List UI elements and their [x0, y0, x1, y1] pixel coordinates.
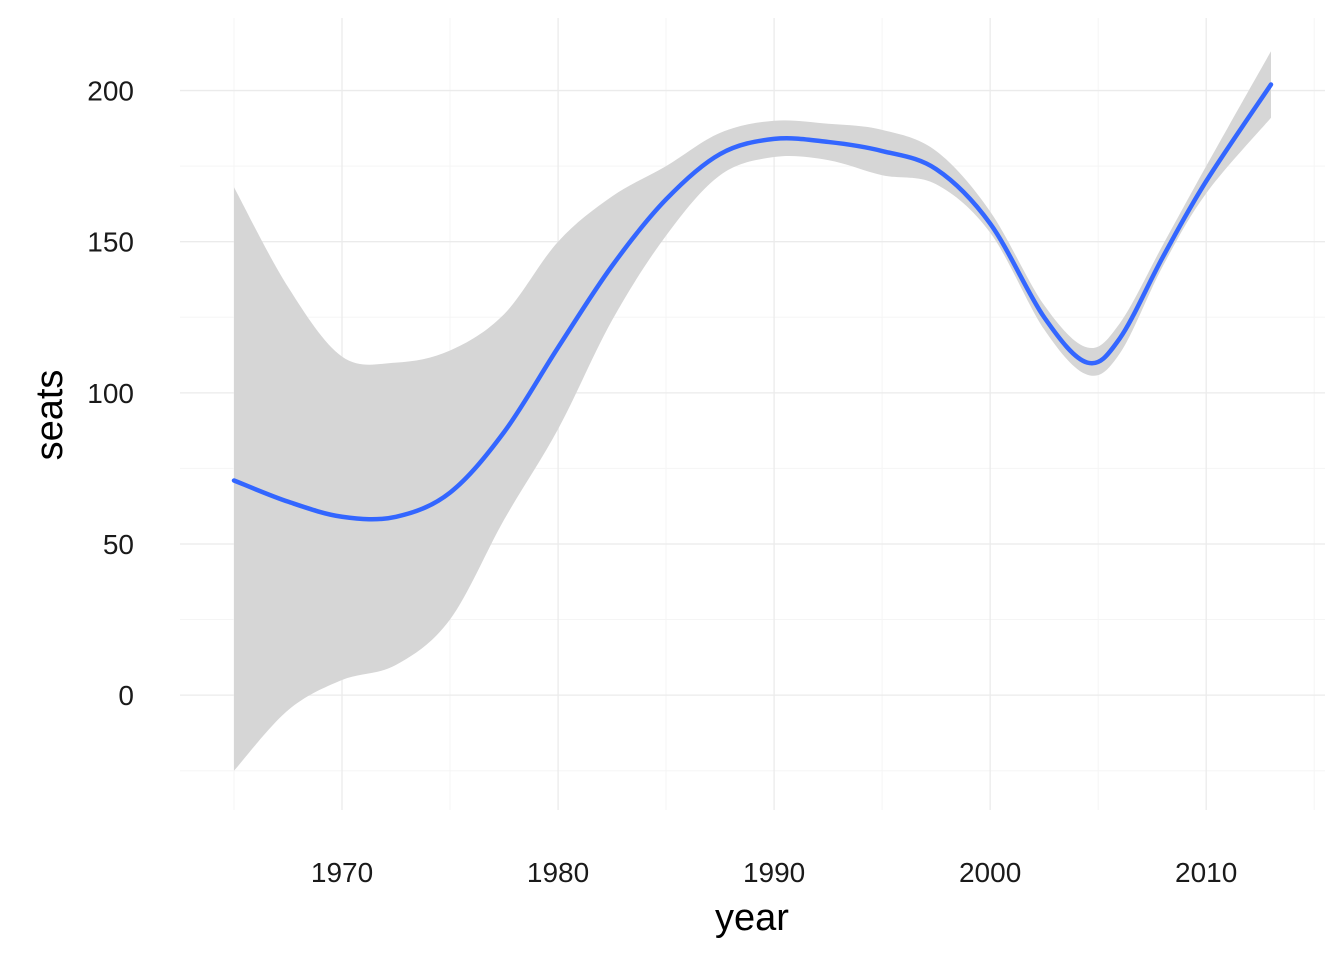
x-axis-title: year — [715, 897, 789, 939]
y-axis-title: seats — [29, 370, 71, 461]
y-tick-label: 50 — [103, 529, 134, 560]
x-axis-tick-labels: 1970 1980 1990 2000 2010 — [311, 857, 1237, 888]
smooth-line — [231, 82, 1274, 522]
y-axis-tick-labels: 0 50 100 150 200 — [87, 76, 134, 712]
x-tick-label: 2010 — [1175, 857, 1237, 888]
x-tick-label: 1990 — [743, 857, 805, 888]
confidence-ribbon — [234, 51, 1271, 771]
x-tick-label: 2000 — [959, 857, 1021, 888]
y-tick-label: 0 — [118, 680, 134, 711]
y-tick-label: 200 — [87, 76, 134, 107]
y-tick-label: 150 — [87, 227, 134, 258]
x-tick-label: 1980 — [527, 857, 589, 888]
y-tick-label: 100 — [87, 378, 134, 409]
x-tick-label: 1970 — [311, 857, 373, 888]
